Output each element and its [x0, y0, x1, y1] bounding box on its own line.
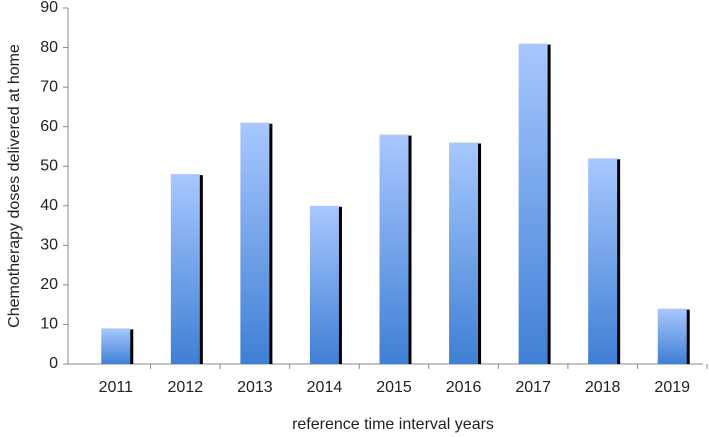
y-tick-label: 10: [40, 316, 58, 333]
x-tick-label: 2011: [99, 379, 134, 396]
bar: [518, 43, 548, 364]
bar: [309, 205, 339, 364]
y-tick-label: 50: [40, 157, 58, 174]
x-tick-label: 2017: [515, 379, 551, 396]
y-tick-label: 80: [40, 39, 58, 56]
y-tick-label: 40: [40, 197, 58, 214]
x-tick-label: 2019: [654, 379, 690, 396]
x-tick-label: 2016: [446, 379, 482, 396]
y-tick-label: 30: [40, 237, 58, 254]
x-tick-label: 2012: [168, 379, 204, 396]
bar: [449, 142, 479, 364]
y-tick-label: 20: [40, 276, 58, 293]
bar: [101, 328, 131, 364]
y-tick-label: 70: [40, 78, 58, 95]
x-tick-label: 2015: [376, 379, 412, 396]
y-tick-label: 60: [40, 118, 58, 135]
bar: [240, 122, 270, 364]
x-tick-label: 2018: [585, 379, 621, 396]
bar: [379, 134, 409, 364]
x-tick-label: 2014: [307, 379, 343, 396]
y-tick-label: 0: [49, 355, 58, 372]
y-axis-title: Chemotherapy doses delivered at home: [6, 44, 23, 328]
x-tick-label: 2013: [237, 379, 273, 396]
x-axis-title: reference time interval years: [292, 416, 494, 433]
y-tick-label: 90: [40, 0, 58, 16]
bar: [588, 158, 618, 364]
bar: [170, 174, 200, 364]
bar: [657, 308, 687, 364]
